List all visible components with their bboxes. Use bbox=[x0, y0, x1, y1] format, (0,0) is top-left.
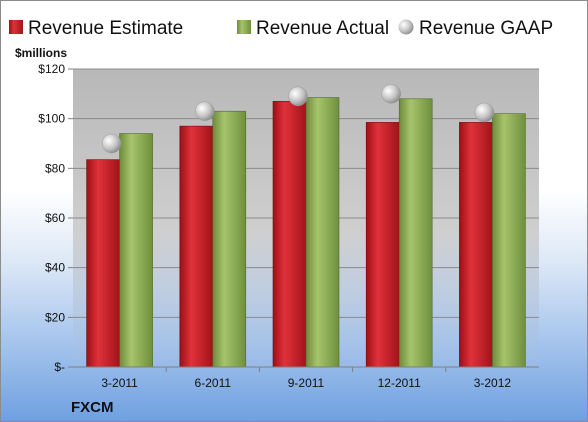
marker-revenue-gaap bbox=[195, 101, 215, 121]
x-tick-label: 6-2011 bbox=[195, 376, 232, 390]
x-tick-label: 3-2011 bbox=[101, 376, 138, 390]
bar-revenue-estimate bbox=[365, 122, 400, 368]
marker-revenue-gaap bbox=[474, 102, 495, 123]
bar-revenue-estimate bbox=[86, 159, 120, 368]
legend-swatch-actual bbox=[237, 20, 251, 34]
legend-label-gaap: Revenue GAAP bbox=[419, 18, 553, 39]
legend-label-actual: Revenue Actual bbox=[256, 18, 389, 39]
bar-revenue-actual bbox=[119, 133, 153, 368]
y-tick-label: $100 bbox=[38, 112, 65, 126]
legend-swatch-estimate bbox=[9, 20, 23, 34]
legend-swatch-gaap bbox=[398, 19, 414, 35]
y-tick-label: $40 bbox=[45, 261, 65, 275]
marker-revenue-gaap bbox=[101, 133, 122, 154]
x-tick-label: 9-2011 bbox=[288, 376, 325, 390]
bar-revenue-estimate bbox=[179, 125, 214, 368]
bar-revenue-actual bbox=[398, 98, 433, 368]
ticker-label: FXCM bbox=[71, 399, 114, 416]
x-tick-label: 3-2012 bbox=[474, 376, 512, 390]
y-axis-ticks: $- $20 $40 $60 $80 $100 $120 bbox=[38, 62, 73, 374]
x-tick-label: 12-2011 bbox=[378, 376, 421, 390]
bar-revenue-actual bbox=[492, 113, 526, 368]
bars bbox=[86, 97, 526, 368]
marker-revenue-gaap bbox=[288, 86, 308, 107]
legend: Revenue Estimate Revenue Actual Revenue … bbox=[9, 18, 553, 39]
legend-label-estimate: Revenue Estimate bbox=[28, 18, 183, 39]
bar-revenue-actual bbox=[212, 110, 247, 368]
gaap-markers bbox=[101, 84, 495, 154]
marker-revenue-gaap bbox=[381, 84, 401, 104]
y-tick-label: $80 bbox=[45, 161, 65, 175]
y-tick-label: $120 bbox=[38, 62, 65, 76]
y-tick-label: $- bbox=[54, 360, 65, 374]
x-axis-ticks: 3-2011 6-2011 9-2011 12-2011 3-2012 bbox=[101, 367, 511, 390]
y-tick-label: $60 bbox=[45, 211, 65, 225]
y-tick-label: $20 bbox=[45, 310, 65, 324]
bar-revenue-actual bbox=[305, 97, 340, 368]
y-axis-unit-label: $millions bbox=[15, 46, 67, 60]
bar-revenue-estimate bbox=[272, 100, 307, 368]
bar-revenue-estimate bbox=[459, 122, 493, 368]
